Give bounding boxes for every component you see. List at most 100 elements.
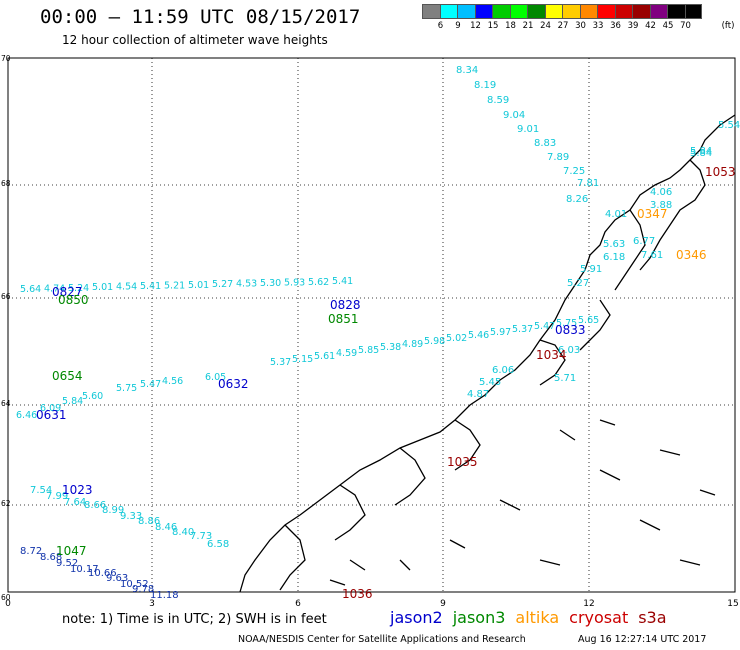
pass-time-label: 1036 xyxy=(342,587,373,601)
x-tick-label: 0 xyxy=(5,599,11,609)
pass-time-label: 0632 xyxy=(218,377,249,391)
legend-label: 42 xyxy=(645,21,656,31)
pass-time-label: 1047 xyxy=(56,544,87,558)
legend-swatch xyxy=(597,4,615,19)
swh-value: 8.26 xyxy=(566,194,588,205)
x-tick-label: 12 xyxy=(583,599,594,609)
swh-value: 7.61 xyxy=(641,250,663,261)
swh-value: 5.93 xyxy=(284,277,305,288)
swh-value: 9.52 xyxy=(56,558,78,569)
swh-value: 5.38 xyxy=(380,342,401,353)
swh-value: 8.68 xyxy=(40,552,62,563)
swh-value: 8.72 xyxy=(20,546,42,557)
legend-swatch xyxy=(439,4,457,19)
satellite-label: cryosat xyxy=(569,608,629,627)
swh-value: 6.18 xyxy=(603,252,625,263)
swh-value: 6.05 xyxy=(205,372,226,383)
swh-value: 8.46 xyxy=(155,522,177,533)
legend-swatch xyxy=(632,4,650,19)
swh-value: 5.46 xyxy=(468,330,489,341)
swh-value: 4.89 xyxy=(402,339,423,350)
swh-value: 5.75 xyxy=(116,383,137,394)
swh-value: 5.71 xyxy=(554,373,576,384)
swh-value: 6.09 xyxy=(40,403,61,414)
swh-value: 5.30 xyxy=(260,278,281,289)
swh-value: 4.87 xyxy=(467,389,489,400)
swh-value: 5.15 xyxy=(292,354,313,365)
pass-time-label: 1034 xyxy=(536,348,567,362)
legend-swatch xyxy=(527,4,545,19)
swh-value: 5.27 xyxy=(212,279,233,290)
swh-value: 5.63 xyxy=(603,239,625,250)
generated-timestamp: Aug 16 12:27:14 UTC 2017 xyxy=(578,634,707,645)
y-tick-label: 60 xyxy=(1,593,11,602)
swh-value: 8.34 xyxy=(456,65,478,76)
satellite-label: s3a xyxy=(638,608,667,627)
swh-value: 4.01 xyxy=(605,209,627,220)
legend-swatch xyxy=(684,4,702,19)
swh-value: 4.56 xyxy=(162,376,183,387)
swh-value: 4.74 xyxy=(44,283,65,294)
swh-value: 8.86 xyxy=(138,516,160,527)
legend-label: 15 xyxy=(487,21,499,31)
x-tick-label: 3 xyxy=(149,599,155,609)
satellite-label: jason3 xyxy=(452,608,506,627)
footer-note: note: 1) Time is in UTC; 2) SWH is in fe… xyxy=(62,612,327,627)
swh-value: 8.83 xyxy=(534,138,556,149)
legend-swatch xyxy=(474,4,492,19)
swh-value: 4.59 xyxy=(336,348,357,359)
grid-lines xyxy=(8,58,735,592)
pass-time-label: 0850 xyxy=(58,293,89,307)
x-tick-label: 9 xyxy=(440,599,446,609)
swh-value: 5.54 xyxy=(718,120,740,131)
swh-value: 9.01 xyxy=(517,124,539,135)
swh-value: 7.54 xyxy=(30,485,52,496)
swh-value: 5.84 xyxy=(62,396,83,407)
legend-swatch xyxy=(457,4,475,19)
x-tick-label: 6 xyxy=(295,599,301,609)
legend-swatch xyxy=(422,4,440,19)
swh-value: 7.81 xyxy=(577,178,599,189)
swh-value: 10.17 xyxy=(70,564,99,575)
swh-value: 9.04 xyxy=(503,110,525,121)
swh-value: 5.61 xyxy=(314,351,335,362)
legend-swatch xyxy=(579,4,597,19)
swh-value: 5.97 xyxy=(490,327,511,338)
swh-value: 5.45 xyxy=(479,377,501,388)
legend-labels: (ft) 6 9 12 15 18 21 24 27 30 33 36 39 42 45 70 xyxy=(422,19,735,31)
pass-time-label: 0346 xyxy=(676,248,707,262)
swh-value: 5.47 xyxy=(140,379,161,390)
legend-unit: (ft) xyxy=(721,21,735,31)
swh-value: 5.84 xyxy=(690,148,712,159)
swh-value: 6.03 xyxy=(558,345,580,356)
swh-value: 6.06 xyxy=(492,365,514,376)
swh-value: 5.91 xyxy=(580,264,602,275)
legend-swatch xyxy=(562,4,580,19)
swh-value: 5.41 xyxy=(332,276,353,287)
swh-value: 5.75 xyxy=(556,318,577,329)
pass-time-label: 0631 xyxy=(36,408,67,422)
legend-label: 9 xyxy=(455,21,461,31)
swh-value: 8.99 xyxy=(102,505,124,516)
swh-value: 5.27 xyxy=(567,278,589,289)
legend-label: 30 xyxy=(575,21,586,31)
swh-value: 5.62 xyxy=(308,277,329,288)
map-subtitle: 12 hour collection of altimeter wave hei… xyxy=(62,33,328,47)
swh-value: 8.66 xyxy=(84,500,106,511)
map-title: 00:00 – 11:59 UTC 08/15/2017 xyxy=(40,6,361,28)
swh-value: 7.99 xyxy=(46,491,68,502)
swh-value: 5.41 xyxy=(140,281,161,292)
legend-label: 33 xyxy=(592,21,604,31)
pass-time-label: 0851 xyxy=(328,312,359,326)
legend-label: 24 xyxy=(540,21,551,31)
legend-swatch xyxy=(614,4,632,19)
pass-time-label: 0347 xyxy=(637,207,668,221)
swh-value: 4.53 xyxy=(236,279,257,290)
credit-text: NOAA/NESDIS Center for Satellite Applica… xyxy=(238,634,526,645)
legend-label: 21 xyxy=(522,21,534,31)
swh-value: 6.46 xyxy=(16,410,37,421)
y-tick-label: 68 xyxy=(1,179,11,188)
x-tick-label: 15 xyxy=(727,599,738,609)
swh-value: 8.40 xyxy=(172,527,194,538)
swh-value: 5.98 xyxy=(424,336,445,347)
